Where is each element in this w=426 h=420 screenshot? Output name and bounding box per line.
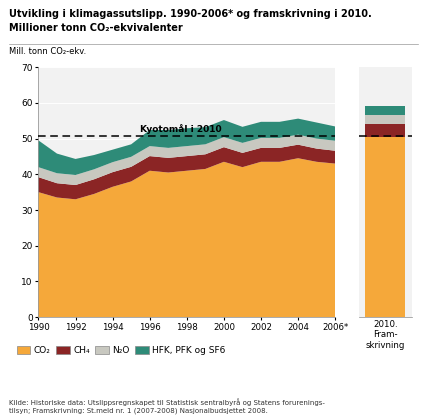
Text: Mill. tonn CO₂-ekv.: Mill. tonn CO₂-ekv. [9,47,86,56]
Text: Utvikling i klimagassutslipp. 1990-2006* og framskrivning i 2010.: Utvikling i klimagassutslipp. 1990-2006*… [9,9,371,19]
Legend: CO₂, CH₄, N₂O, HFK, PFK og SF6: CO₂, CH₄, N₂O, HFK, PFK og SF6 [13,342,229,359]
Bar [365,106,404,116]
Bar [365,116,404,124]
Text: Millioner tonn CO₂-ekvivalenter: Millioner tonn CO₂-ekvivalenter [9,23,182,33]
Bar [365,137,404,317]
Bar [365,124,404,137]
Text: Kilde: Historiske data: Utslippsregnskapet til Statistisk sentralbyrå og Statens: Kilde: Historiske data: Utslippsregnskap… [9,399,324,414]
Text: Kyotomål i 2010: Kyotomål i 2010 [140,123,222,134]
